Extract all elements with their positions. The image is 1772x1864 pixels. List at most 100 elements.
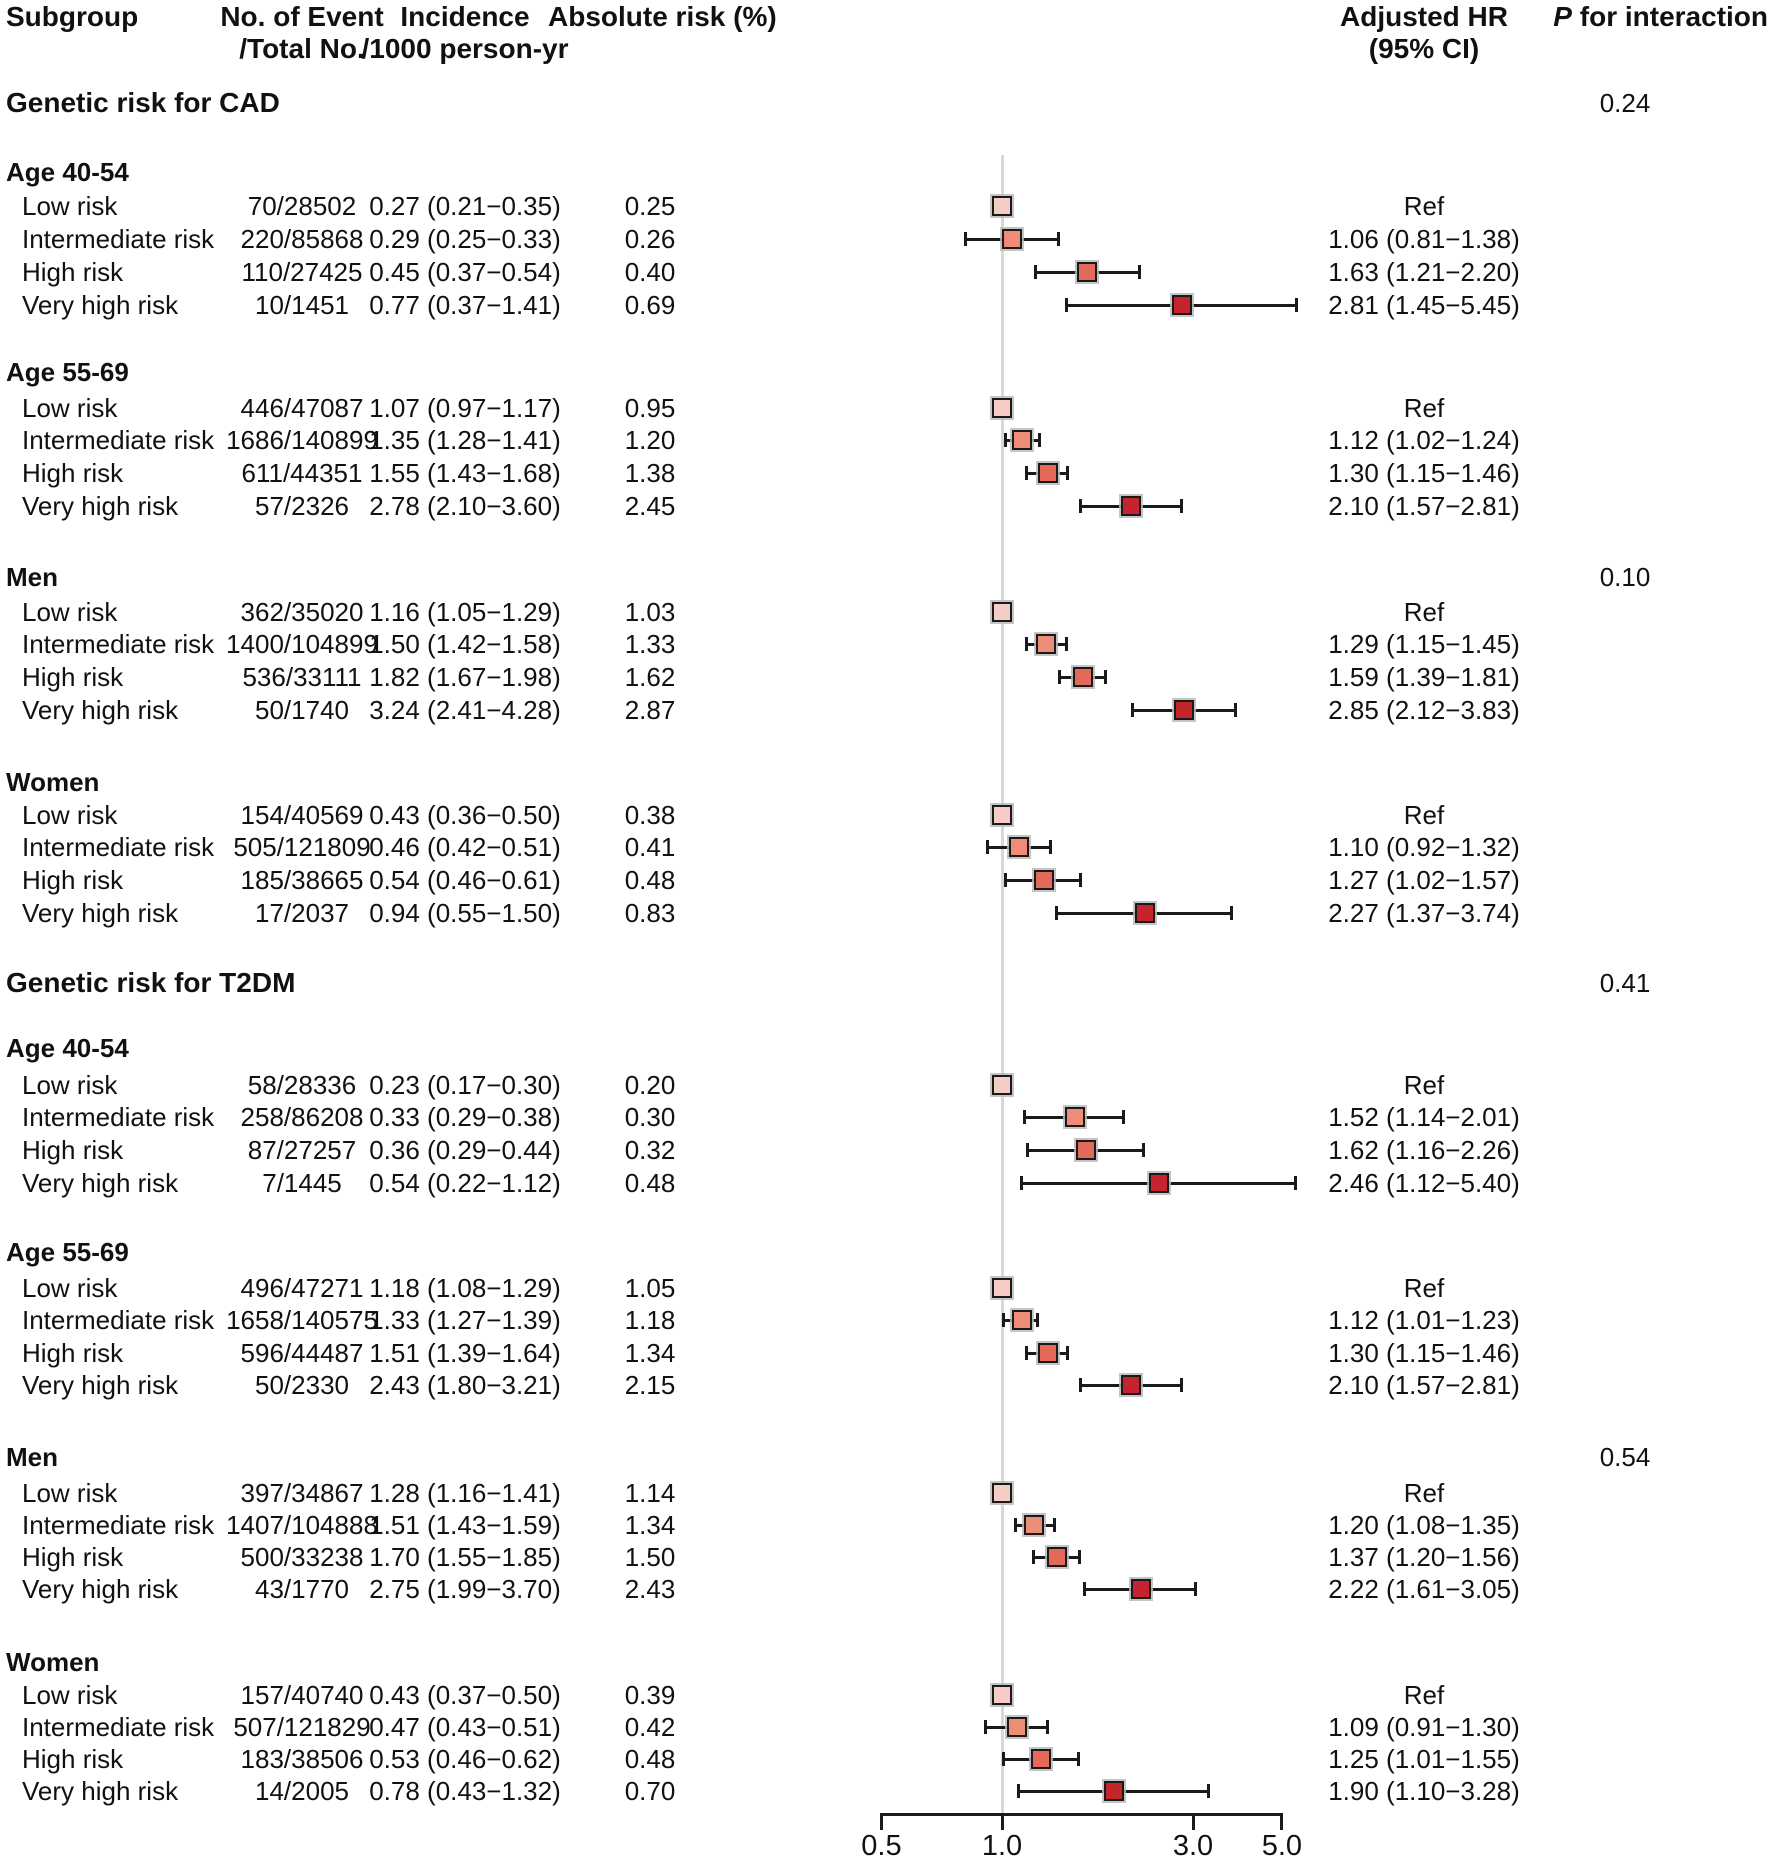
- row-label: Intermediate risk: [22, 832, 215, 862]
- row-adjusted-hr: Ref: [1403, 191, 1445, 221]
- subgroup-title: Women: [6, 767, 100, 797]
- forest-square-very-high: [1148, 1173, 1169, 1193]
- ci-cap: [1048, 840, 1052, 854]
- row-adjusted-hr: Ref: [1403, 597, 1445, 627]
- row-adjusted-hr: 2.27 (1.37−3.74): [1328, 898, 1520, 928]
- subgroup-title: Men: [6, 562, 58, 592]
- column-header-incidence-line2: /1000 person-yr: [361, 33, 569, 64]
- row-absolute-risk: 0.48: [624, 1168, 676, 1198]
- ci-cap: [1083, 1582, 1087, 1596]
- row-absolute-risk: 1.50: [624, 1542, 676, 1572]
- forest-square-intermediate: [1011, 430, 1032, 450]
- row-label: High risk: [22, 1135, 124, 1165]
- ci-cap: [1020, 1176, 1024, 1190]
- row-events-total: 10/1451: [255, 290, 349, 320]
- subgroup-title: Age 40-54: [6, 1033, 129, 1063]
- forest-square-low: [992, 1483, 1012, 1503]
- row-incidence: 1.28 (1.16−1.41): [369, 1478, 561, 1508]
- row-absolute-risk: 1.33: [624, 629, 676, 659]
- forest-square-low: [992, 1685, 1012, 1705]
- forest-square-high: [1037, 463, 1058, 483]
- row-adjusted-hr: 2.46 (1.12−5.40): [1328, 1168, 1520, 1198]
- row-adjusted-hr: 2.81 (1.45−5.45): [1328, 290, 1520, 320]
- row-adjusted-hr: 1.10 (0.92−1.32): [1328, 832, 1520, 862]
- row-incidence: 0.78 (0.43−1.32): [369, 1776, 561, 1806]
- row-adjusted-hr: Ref: [1403, 393, 1445, 423]
- ci-cap: [963, 232, 967, 246]
- row-events-total: 57/2326: [255, 491, 349, 521]
- row-incidence: 0.54 (0.22−1.12): [369, 1168, 561, 1198]
- reference-line: [1000, 155, 1004, 1813]
- row-label: Very high risk: [22, 1776, 179, 1806]
- forest-square-low: [992, 805, 1012, 825]
- row-absolute-risk: 1.34: [624, 1338, 676, 1368]
- row-adjusted-hr: 1.27 (1.02−1.57): [1328, 865, 1520, 895]
- ci-cap: [1078, 1378, 1082, 1392]
- row-absolute-risk: 0.42: [624, 1712, 676, 1742]
- row-incidence: 0.53 (0.46−0.62): [369, 1744, 561, 1774]
- row-adjusted-hr: Ref: [1403, 1070, 1445, 1100]
- row-events-total: 7/1445: [262, 1168, 342, 1198]
- ci-cap: [1065, 298, 1069, 312]
- ci-cap: [1078, 499, 1082, 513]
- ci-cap: [1002, 1752, 1006, 1766]
- row-label: Low risk: [22, 1070, 118, 1100]
- row-label: Low risk: [22, 191, 118, 221]
- row-incidence: 2.43 (1.80−3.21): [369, 1370, 561, 1400]
- ci-cap: [1194, 1582, 1198, 1596]
- row-incidence: 1.51 (1.43−1.59): [369, 1510, 561, 1540]
- forest-square-high: [1072, 667, 1093, 687]
- row-label: Very high risk: [22, 695, 179, 725]
- row-incidence: 0.33 (0.29−0.38): [369, 1102, 561, 1132]
- axis-tick: [1280, 1813, 1284, 1830]
- ci-cap: [1017, 1784, 1021, 1798]
- ci-cap: [984, 1720, 988, 1734]
- row-label: Low risk: [22, 597, 118, 627]
- row-incidence: 1.33 (1.27−1.39): [369, 1305, 561, 1335]
- forest-square-intermediate: [1002, 229, 1023, 249]
- ci-cap: [1033, 265, 1037, 279]
- axis-tick: [1191, 1813, 1195, 1830]
- row-adjusted-hr: 1.62 (1.16−2.26): [1328, 1135, 1520, 1165]
- row-events-total: 496/47271: [240, 1273, 364, 1303]
- row-absolute-risk: 0.25: [624, 191, 676, 221]
- forest-square-high: [1075, 1140, 1096, 1160]
- forest-square-very-high: [1121, 496, 1142, 516]
- column-header-absolute-risk: Absolute risk (%): [548, 1, 777, 32]
- row-absolute-risk: 1.34: [624, 1510, 676, 1540]
- row-absolute-risk: 0.69: [624, 290, 676, 320]
- row-adjusted-hr: 1.06 (0.81−1.38): [1328, 224, 1520, 254]
- row-label: High risk: [22, 458, 124, 488]
- row-adjusted-hr: 1.25 (1.01−1.55): [1328, 1744, 1520, 1774]
- row-label: Very high risk: [22, 491, 179, 521]
- subgroup-title: Women: [6, 1647, 100, 1677]
- forest-square-intermediate: [1006, 1717, 1027, 1737]
- row-absolute-risk: 0.41: [624, 832, 676, 862]
- row-label: Very high risk: [22, 1168, 179, 1198]
- ci-cap: [1046, 1720, 1050, 1734]
- row-events-total: 87/27257: [247, 1135, 357, 1165]
- ci-cap: [1137, 265, 1141, 279]
- row-events-total: 1407/104888: [226, 1510, 378, 1540]
- row-incidence: 0.36 (0.29−0.44): [369, 1135, 561, 1165]
- row-events-total: 185/38665: [240, 865, 364, 895]
- row-events-total: 500/33238: [240, 1542, 364, 1572]
- row-absolute-risk: 1.62: [624, 662, 676, 692]
- row-absolute-risk: 1.38: [624, 458, 676, 488]
- row-events-total: 17/2037: [255, 898, 349, 928]
- ci-cap: [1003, 433, 1007, 447]
- row-incidence: 0.23 (0.17−0.30): [369, 1070, 561, 1100]
- forest-square-very-high: [1174, 700, 1195, 720]
- ci-cap: [985, 840, 989, 854]
- row-label: High risk: [22, 1744, 124, 1774]
- row-adjusted-hr: 1.09 (0.91−1.30): [1328, 1712, 1520, 1742]
- row-incidence: 1.55 (1.43−1.68): [369, 458, 561, 488]
- ci-cap: [1057, 670, 1061, 684]
- forest-square-high: [1030, 1749, 1051, 1769]
- ci-cap: [1052, 1518, 1056, 1532]
- ci-cap: [1026, 1143, 1030, 1157]
- row-absolute-risk: 2.87: [624, 695, 676, 725]
- forest-square-high: [1076, 262, 1097, 282]
- row-adjusted-hr: 2.85 (2.12−3.83): [1328, 695, 1520, 725]
- forest-square-very-high: [1171, 295, 1192, 315]
